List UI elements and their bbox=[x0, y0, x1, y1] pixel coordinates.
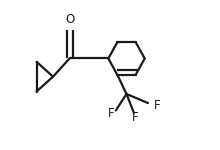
Text: F: F bbox=[154, 99, 160, 112]
Text: F: F bbox=[108, 107, 114, 120]
Text: F: F bbox=[132, 111, 138, 124]
Text: O: O bbox=[65, 13, 74, 26]
